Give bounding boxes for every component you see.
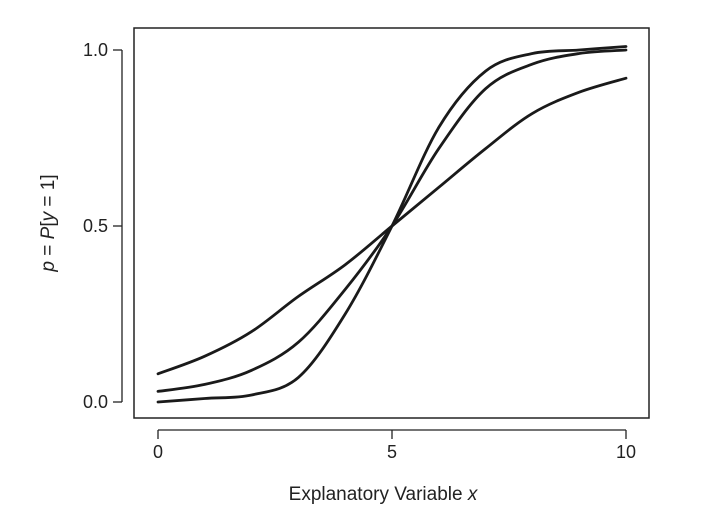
y-tick-label: 0.0 [83,392,108,412]
x-axis-title: Explanatory Variable x [289,484,479,505]
y-axis-title-bracket: [ [38,221,59,227]
y-axis-title-y: y [38,210,59,223]
y-axis-title-P: P [38,226,59,239]
series-line-3 [156,45,628,404]
y-axis-title-rest: = 1] [38,174,59,212]
y-axis-title-eq: = [38,239,59,261]
y-tick-label: 0.5 [83,216,108,236]
x-tick-label: 0 [153,442,163,462]
x-axis-title-text: Explanatory Variable [289,484,463,505]
y-axis: 0.0 0.5 1.0 [83,40,123,412]
x-axis: 0 5 10 [153,429,636,462]
series-layer [156,45,628,404]
x-axis-title-variable: x [467,484,479,505]
x-tick-label: 5 [387,442,397,462]
y-axis-title: p = P[y = 1] [38,174,59,272]
y-tick-label: 1.0 [83,40,108,60]
plot-frame [133,27,650,419]
x-tick-label: 10 [616,442,636,462]
y-axis-title-p: p [38,261,59,273]
